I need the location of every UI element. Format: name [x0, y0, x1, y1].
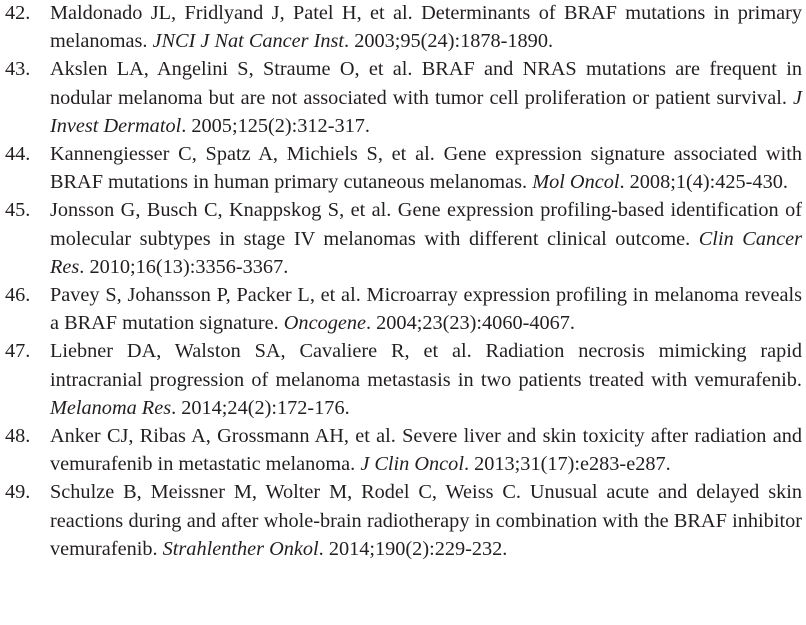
- reference-item: 47. Liebner DA, Walston SA, Cavaliere R, …: [0, 337, 802, 422]
- reference-number: 45.: [5, 199, 31, 222]
- reference-item: 48. Anker CJ, Ribas A, Grossmann AH, et a…: [0, 422, 802, 478]
- reference-item: 45. Jonsson G, Busch C, Knappskog S, et a…: [0, 196, 802, 281]
- reference-item: 42. Maldonado JL, Fridlyand J, Patel H, e…: [0, 0, 802, 55]
- reference-journal: Clin Cancer Res: [50, 227, 802, 278]
- reference-item: 43. Akslen LA, Angelini S, Straume O, et …: [0, 55, 802, 140]
- reference-item: 49. Schulze B, Meissner M, Wolter M, Rode…: [0, 478, 802, 563]
- reference-text: Kannengiesser C, Spatz A, Michiels S, et…: [50, 143, 802, 194]
- reference-number: 43.: [5, 58, 31, 81]
- reference-text: Anker CJ, Ribas A, Grossmann AH, et al. …: [50, 425, 802, 476]
- reference-citation: . 2014;190(2):229-232.: [318, 537, 508, 560]
- reference-citation: . 2014;24(2):172-176.: [171, 396, 350, 419]
- reference-item: 44. Kannengiesser C, Spatz A, Michiels S,…: [0, 140, 802, 196]
- reference-journal: Strahlenther Onkol: [162, 537, 319, 560]
- reference-text: Pavey S, Johansson P, Packer L, et al. M…: [50, 284, 802, 335]
- reference-number: 44.: [5, 143, 31, 166]
- reference-text: Maldonado JL, Fridlyand J, Patel H, et a…: [50, 2, 802, 53]
- reference-number: 47.: [5, 340, 31, 363]
- reference-number: 46.: [5, 284, 31, 307]
- reference-number: 49.: [5, 481, 31, 504]
- reference-citation: . 2004;23(23):4060-4067.: [366, 312, 575, 335]
- reference-text: Liebner DA, Walston SA, Cavaliere R, et …: [50, 340, 802, 391]
- reference-journal: J Invest Dermatol: [50, 86, 802, 137]
- reference-number: 42.: [5, 2, 31, 24]
- reference-text: Akslen LA, Angelini S, Straume O, et al.…: [50, 58, 802, 109]
- reference-text: Jonsson G, Busch C, Knappskog S, et al. …: [50, 199, 802, 250]
- reference-journal: Oncogene: [283, 312, 366, 335]
- reference-text: Schulze B, Meissner M, Wolter M, Rodel C…: [50, 481, 802, 560]
- reference-citation: . 2008;1(4):425-430.: [619, 171, 788, 194]
- reference-list: 42. Maldonado JL, Fridlyand J, Patel H, e…: [0, 0, 802, 563]
- reference-citation: . 2003;95(24):1878-1890.: [344, 30, 554, 53]
- reference-item: 46. Pavey S, Johansson P, Packer L, et al…: [0, 281, 802, 337]
- reference-journal: J Clin Oncol: [360, 453, 464, 476]
- reference-citation: . 2013;31(17):e283-e287.: [463, 453, 671, 476]
- reference-journal: Mol Oncol: [532, 171, 620, 194]
- reference-journal: JNCI J Nat Cancer Inst: [152, 30, 345, 53]
- reference-number: 48.: [5, 425, 31, 448]
- reference-citation: . 2010;16(13):3356-3367.: [79, 255, 289, 278]
- reference-citation: . 2005;125(2):312-317.: [181, 114, 370, 137]
- reference-journal: Melanoma Res: [50, 396, 172, 419]
